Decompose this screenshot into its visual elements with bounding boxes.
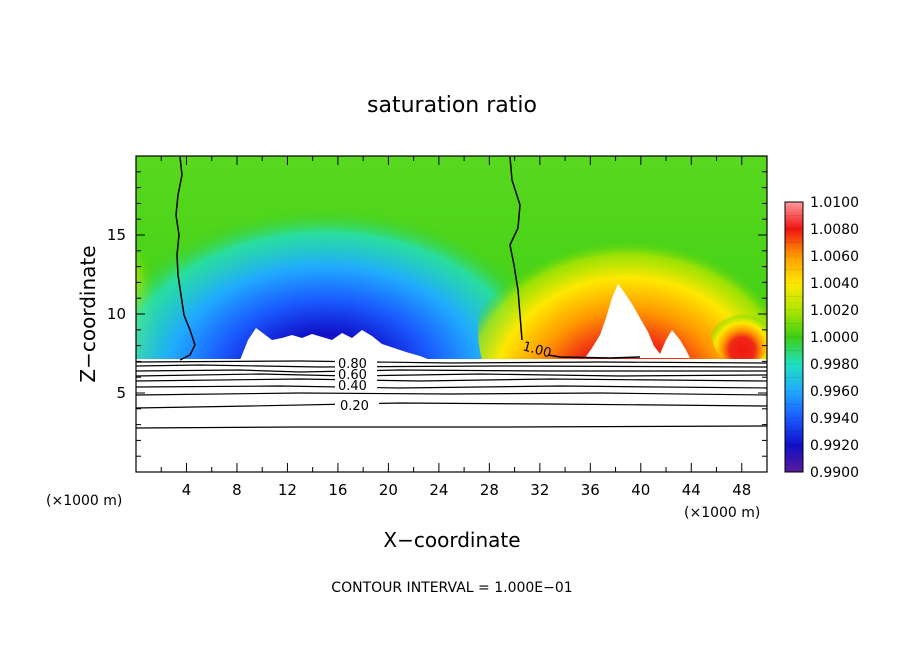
x-tick-label: 44	[682, 481, 701, 499]
x-tick-label: 16	[328, 481, 347, 499]
contour-line-a	[136, 360, 767, 364]
right-moist-region	[712, 305, 767, 359]
y-axis: 5 10 15	[107, 171, 767, 457]
contour-label-0-40: 0.40	[338, 379, 367, 394]
lower-contours	[136, 360, 767, 429]
colorbar-tick-label: 1.0000	[810, 330, 859, 346]
y-tick-label: 5	[116, 384, 126, 402]
colorbar-tick-label: 0.9940	[810, 411, 859, 427]
colorbar-tick-label: 1.0080	[810, 222, 859, 238]
contour-line-g	[136, 392, 767, 396]
chart-title: saturation ratio	[367, 93, 537, 118]
x-axis-title: X−coordinate	[383, 528, 520, 552]
contour-line-h	[136, 402, 767, 409]
contour-line-right	[509, 156, 523, 341]
colorbar-tick-label: 0.9900	[810, 465, 859, 481]
y-tick-label: 15	[107, 226, 126, 244]
contour-line-f	[136, 385, 767, 389]
contour-line-d	[136, 373, 767, 377]
colorbar-bands	[785, 215, 803, 459]
x-tick-label: 12	[278, 481, 297, 499]
x-tick-label: 36	[581, 481, 600, 499]
contour-interval-note: CONTOUR INTERVAL = 1.000E−01	[331, 580, 572, 596]
x-axis: 4 8 12 16 20 24 28 32 36 40 44 48	[160, 156, 751, 499]
contour-1-00	[175, 156, 641, 361]
contour-label-0-20: 0.20	[340, 399, 369, 414]
high-saturation-patch	[585, 284, 690, 358]
contour-line-c	[136, 369, 767, 373]
y-axis-title: Z−coordinate	[76, 245, 100, 382]
x-tick-label: 28	[480, 481, 499, 499]
colorbar-ticks: 1.0100 1.0080 1.0060 1.0040 1.0020 1.0000 0.99…	[810, 195, 859, 481]
colorbar-tick-label: 0.9960	[810, 384, 859, 400]
contour-label-1-00: 1.00	[521, 339, 553, 361]
contour-line-left	[175, 156, 196, 361]
x-tick-label: 20	[379, 481, 398, 499]
x-tick-label: 48	[732, 481, 751, 499]
colorbar-frame	[784, 201, 804, 473]
colorbar-tick-label: 1.0100	[810, 195, 859, 211]
low-saturation-patch	[240, 328, 428, 359]
colorbar: 1.0100 1.0080 1.0060 1.0040 1.0020 1.0000 0.99…	[784, 195, 859, 481]
colorbar-tick-label: 1.0060	[810, 249, 859, 265]
colorbar-ramp	[785, 202, 803, 472]
colorbar-tick-label: 0.9920	[810, 438, 859, 454]
contour-line-right-low	[547, 354, 641, 359]
y-tick-label: 10	[107, 305, 126, 323]
colorbar-tick-label: 0.9980	[810, 357, 859, 373]
contour-line-b	[136, 364, 767, 368]
contour-line-i	[136, 425, 767, 429]
supersaturated-region	[478, 200, 767, 359]
x-tick-label: 8	[232, 481, 242, 499]
subsaturated-region	[136, 180, 525, 359]
x-tick-label: 32	[530, 481, 549, 499]
x-tick-label: 24	[429, 481, 448, 499]
colorbar-tick-label: 1.0040	[810, 276, 859, 292]
saturation-field	[136, 156, 767, 359]
colorbar-tick-label: 1.0020	[810, 303, 859, 319]
contour-labels: 0.80 0.60 0.40 0.20 1.00	[335, 339, 553, 414]
contour-line-e	[136, 378, 767, 382]
x-tick-label: 4	[182, 481, 192, 499]
x-unit-left: (×1000 m)	[46, 493, 122, 509]
x-tick-label: 40	[631, 481, 650, 499]
x-unit-right: (×1000 m)	[684, 505, 760, 521]
